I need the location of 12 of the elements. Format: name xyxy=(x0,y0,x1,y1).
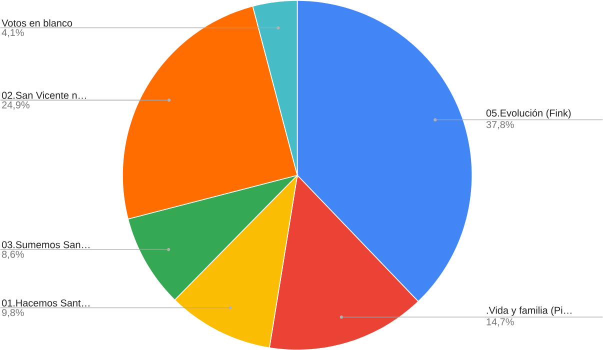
slice-label: .Vida y familia (Pi… xyxy=(486,306,572,316)
data-label: 4,1% xyxy=(2,28,24,38)
data-label: 24,9% xyxy=(2,101,30,110)
slice-label: 01.Hacemos Sant… xyxy=(2,299,90,306)
data-label: 8,6% xyxy=(2,250,24,259)
data-label: 14,7% xyxy=(486,318,514,326)
slice-label: 05.Evolución (Fink) xyxy=(486,108,571,118)
data-label: 37,8% xyxy=(486,120,514,130)
slice-label: 03.Sumemos San… xyxy=(2,240,90,248)
slice-label: 02.San Vicente n… xyxy=(2,91,86,99)
slice-label: Votos en blanco xyxy=(2,19,72,26)
data-label: 9,8% xyxy=(2,308,24,318)
